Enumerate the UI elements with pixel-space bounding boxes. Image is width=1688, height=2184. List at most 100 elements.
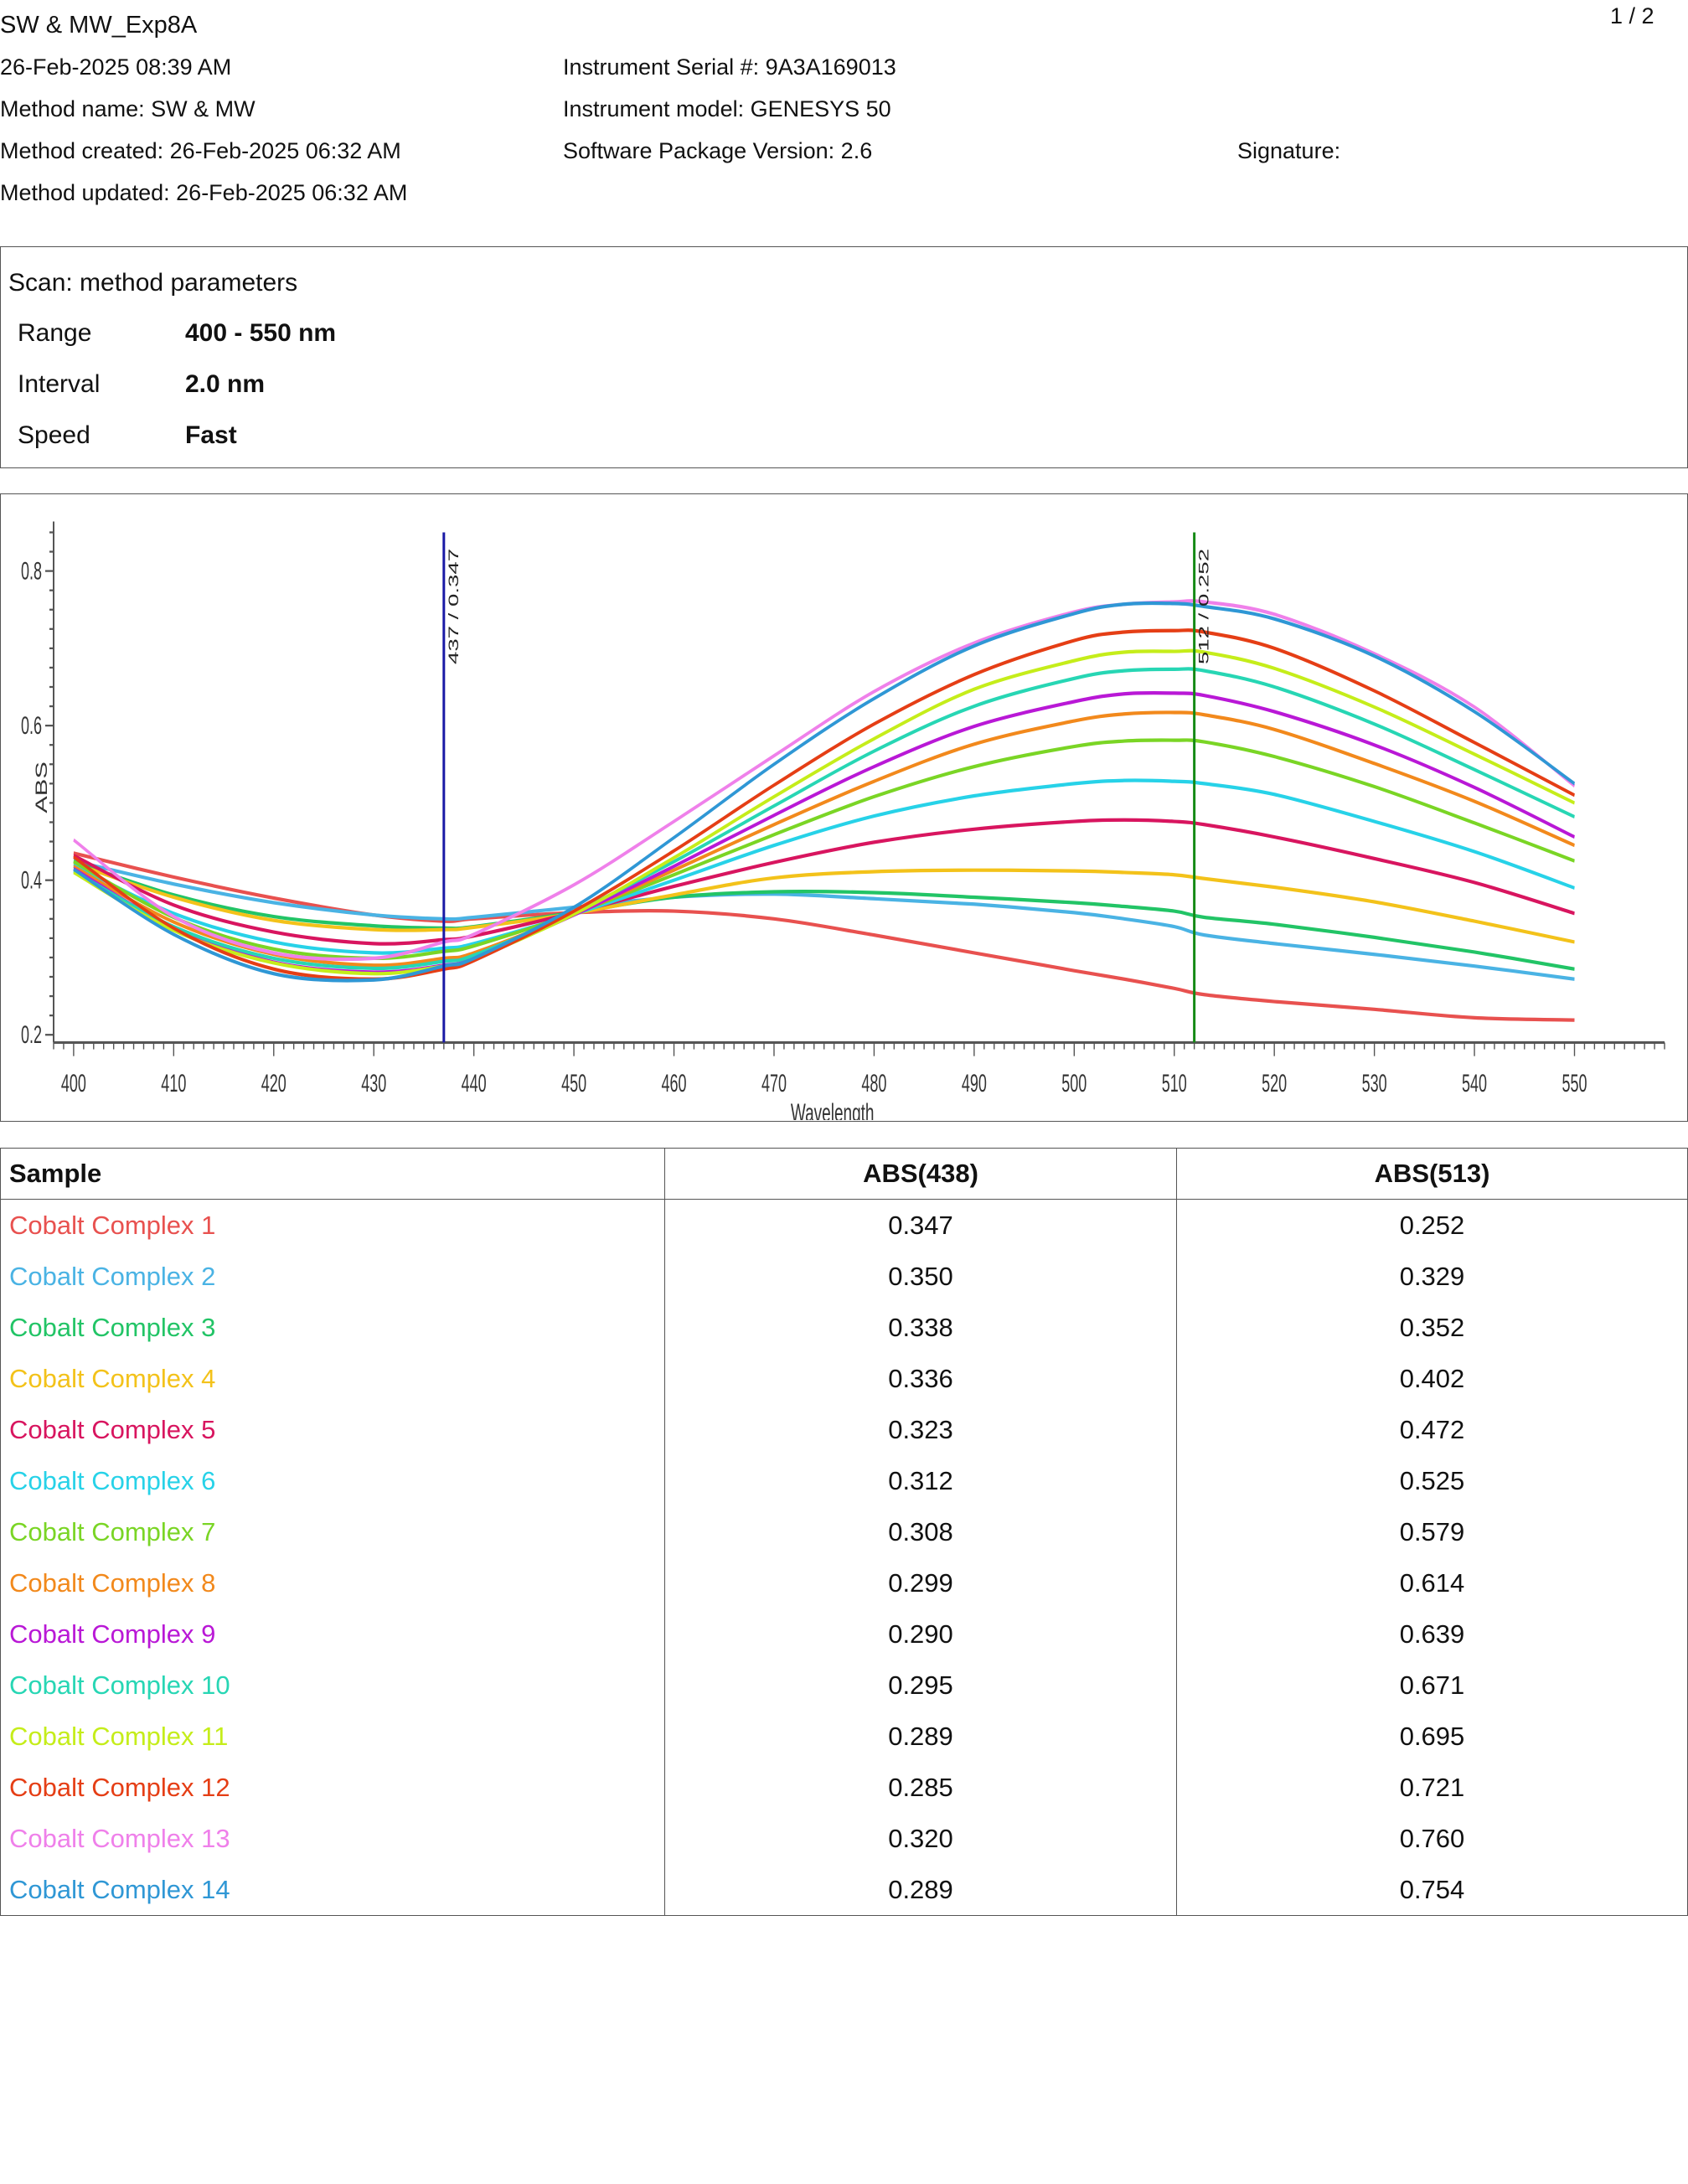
signature-label: Signature: <box>1237 138 1341 163</box>
abs438-cell: 0.350 <box>664 1251 1177 1302</box>
series-line-cobalt-complex-4 <box>73 861 1575 944</box>
parameter-value: 400 - 550 nm <box>185 319 337 347</box>
abs438-cell: 0.285 <box>664 1762 1177 1813</box>
x-tick-label: 530 <box>1362 1071 1387 1098</box>
table-row: Cobalt Complex 10 0.295 0.671 <box>0 1660 1688 1711</box>
x-tick-label: 480 <box>861 1071 886 1098</box>
series-line-cobalt-complex-13 <box>73 599 1576 962</box>
sample-name-cell: Cobalt Complex 12 <box>0 1762 665 1813</box>
abs438-cell: 0.338 <box>664 1302 1177 1353</box>
x-tick-label: 520 <box>1262 1071 1287 1098</box>
table-row: Cobalt Complex 9 0.290 0.639 <box>0 1608 1688 1660</box>
wavelength-marker-label: 512 / 0.252 <box>1195 549 1211 664</box>
abs513-cell: 0.329 <box>1176 1251 1688 1302</box>
x-tick-label: 450 <box>561 1071 586 1098</box>
x-axis-title: Wavelength <box>791 1099 875 1120</box>
y-tick-label: 0.2 <box>21 1022 42 1050</box>
series-line-cobalt-complex-11 <box>73 648 1575 976</box>
sample-name-cell: Cobalt Complex 5 <box>0 1404 665 1455</box>
results-table-body: Cobalt Complex 1 0.347 0.252 Cobalt Complex… <box>0 1199 1688 1916</box>
parameter-value: 2.0 nm <box>185 370 266 398</box>
x-tick-label: 500 <box>1061 1071 1087 1098</box>
x-tick-label: 440 <box>462 1071 487 1098</box>
x-tick-label: 400 <box>61 1071 86 1098</box>
sample-name-cell: Cobalt Complex 4 <box>0 1353 665 1404</box>
abs513-cell: 0.721 <box>1176 1762 1688 1813</box>
table-row: Cobalt Complex 1 0.347 0.252 <box>0 1199 1688 1251</box>
abs438-cell: 0.290 <box>664 1608 1177 1660</box>
x-tick-label: 430 <box>361 1071 386 1098</box>
y-tick-label: 0.8 <box>21 558 42 586</box>
table-row: Cobalt Complex 13 0.320 0.760 <box>0 1813 1688 1864</box>
abs513-cell: 0.639 <box>1176 1608 1688 1660</box>
abs513-cell: 0.472 <box>1176 1404 1688 1455</box>
spectrum-chart-panel: 400 410 420 430 440 450 460 470 480 490 500 510 520 5… <box>0 493 1688 1122</box>
table-row: Cobalt Complex 4 0.336 0.402 <box>0 1353 1688 1404</box>
abs438-cell: 0.289 <box>664 1864 1177 1916</box>
column-header-abs438: ABS(438) <box>664 1148 1177 1200</box>
parameter-label: Interval <box>18 370 101 398</box>
sample-name-cell: Cobalt Complex 9 <box>0 1608 665 1660</box>
report-date: 26-Feb-2025 08:39 AM <box>0 54 232 80</box>
table-row: Cobalt Complex 5 0.323 0.472 <box>0 1404 1688 1455</box>
series-line-cobalt-complex-9 <box>73 690 1575 974</box>
abs513-cell: 0.252 <box>1176 1199 1688 1251</box>
method-name: Method name: SW & MW <box>0 96 256 121</box>
x-tick-label: 460 <box>662 1071 687 1098</box>
table-row: Cobalt Complex 12 0.285 0.721 <box>0 1762 1688 1813</box>
sample-name-cell: Cobalt Complex 3 <box>0 1302 665 1353</box>
wavelength-marker-label: 437 / 0.347 <box>445 549 461 664</box>
parameter-label: Range <box>18 319 92 347</box>
column-header-abs513: ABS(513) <box>1176 1148 1688 1200</box>
sample-name-cell: Cobalt Complex 10 <box>0 1660 665 1711</box>
parameters-title: Scan: method parameters <box>8 269 298 297</box>
x-tick-label: 490 <box>962 1071 987 1098</box>
abs513-cell: 0.614 <box>1176 1557 1688 1608</box>
abs438-cell: 0.295 <box>664 1660 1177 1711</box>
abs438-cell: 0.308 <box>664 1506 1177 1557</box>
y-tick-label: 0.4 <box>21 867 42 895</box>
parameter-value: Fast <box>185 421 237 449</box>
table-row: Cobalt Complex 14 0.289 0.754 <box>0 1864 1688 1916</box>
series-line-cobalt-complex-8 <box>73 710 1575 968</box>
abs438-cell: 0.323 <box>664 1404 1177 1455</box>
sample-name-cell: Cobalt Complex 1 <box>0 1199 665 1251</box>
sample-name-cell: Cobalt Complex 13 <box>0 1813 665 1864</box>
abs513-cell: 0.671 <box>1176 1660 1688 1711</box>
table-header-row: Sample ABS(438) ABS(513) <box>0 1148 1688 1200</box>
results-table: Sample ABS(438) ABS(513) Cobalt Complex … <box>0 1148 1688 1916</box>
software-version: Software Package Version: 2.6 <box>563 138 873 163</box>
instrument-model: Instrument model: GENESYS 50 <box>563 96 891 121</box>
x-tick-label: 550 <box>1562 1071 1587 1098</box>
abs438-cell: 0.312 <box>664 1455 1177 1506</box>
abs438-cell: 0.347 <box>664 1199 1177 1251</box>
table-row: Cobalt Complex 7 0.308 0.579 <box>0 1506 1688 1557</box>
series-line-cobalt-complex-2 <box>73 859 1575 981</box>
x-tick-label: 410 <box>161 1071 186 1098</box>
column-header-sample: Sample <box>0 1148 665 1200</box>
table-row: Cobalt Complex 11 0.289 0.695 <box>0 1711 1688 1762</box>
sample-name-cell: Cobalt Complex 6 <box>0 1455 665 1506</box>
report-title: SW & MW_Exp8A <box>0 12 198 39</box>
sample-name-cell: Cobalt Complex 2 <box>0 1251 665 1302</box>
abs513-cell: 0.695 <box>1176 1711 1688 1762</box>
method-updated: Method updated: 26-Feb-2025 06:32 AM <box>0 180 408 205</box>
sample-name-cell: Cobalt Complex 11 <box>0 1711 665 1762</box>
method-created: Method created: 26-Feb-2025 06:32 AM <box>0 138 401 163</box>
abs513-cell: 0.402 <box>1176 1353 1688 1404</box>
x-tick-label: 470 <box>761 1071 787 1098</box>
series-line-cobalt-complex-10 <box>73 667 1575 971</box>
sample-name-cell: Cobalt Complex 14 <box>0 1864 665 1916</box>
instrument-serial: Instrument Serial #: 9A3A169013 <box>563 54 896 80</box>
abs513-cell: 0.579 <box>1176 1506 1688 1557</box>
sample-name-cell: Cobalt Complex 8 <box>0 1557 665 1608</box>
sample-name-cell: Cobalt Complex 7 <box>0 1506 665 1557</box>
abs438-cell: 0.289 <box>664 1711 1177 1762</box>
abs513-cell: 0.352 <box>1176 1302 1688 1353</box>
table-row: Cobalt Complex 6 0.312 0.525 <box>0 1455 1688 1506</box>
abs513-cell: 0.525 <box>1176 1455 1688 1506</box>
abs438-cell: 0.299 <box>664 1557 1177 1608</box>
absorbance-spectrum-chart: 400 410 420 430 440 450 460 470 480 490 500 510 520 5… <box>21 521 1665 1120</box>
abs513-cell: 0.760 <box>1176 1813 1688 1864</box>
table-row: Cobalt Complex 3 0.338 0.352 <box>0 1302 1688 1353</box>
